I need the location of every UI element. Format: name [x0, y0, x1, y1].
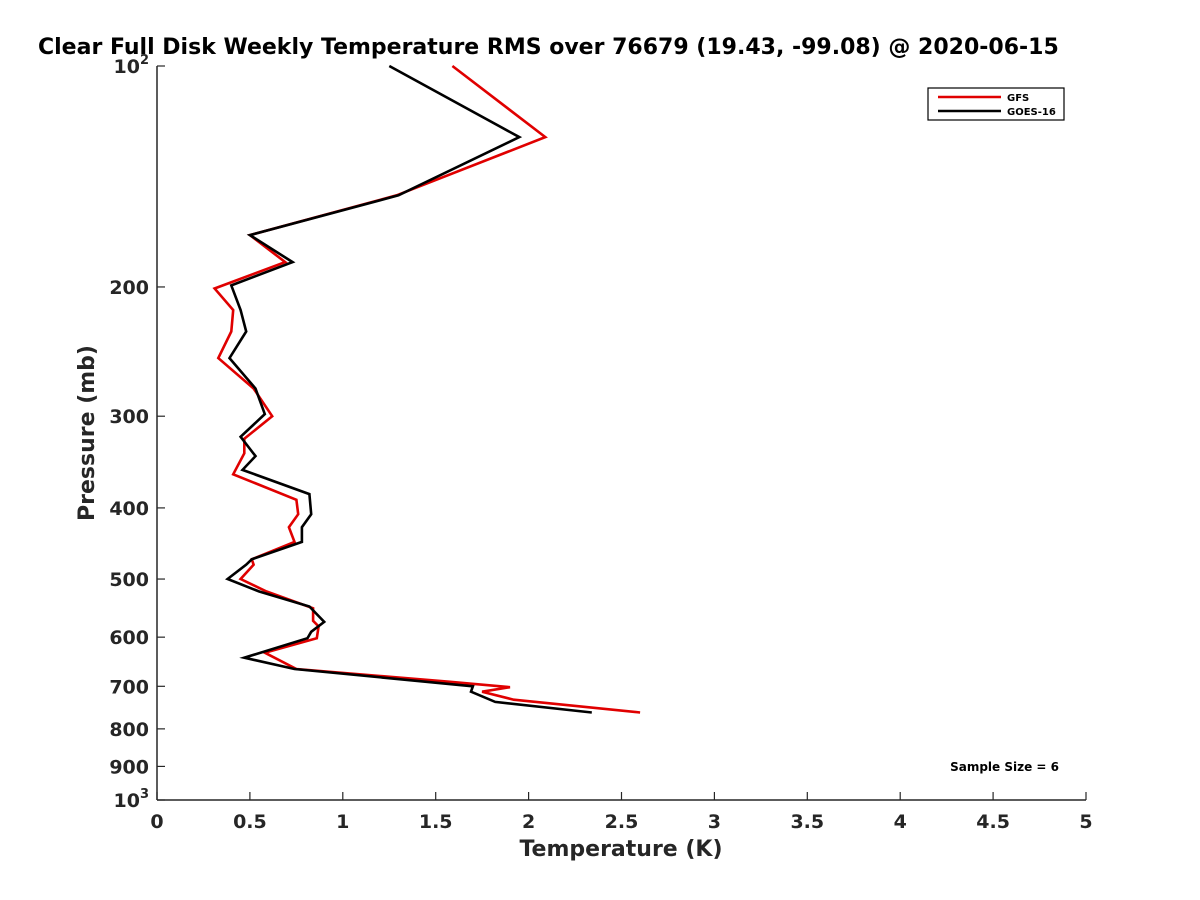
sample-size-annotation: Sample Size = 6 [950, 760, 1059, 774]
y-tick-label-base: 200 [109, 277, 149, 299]
x-tick-label: 4 [894, 811, 907, 833]
y-tick-label-base: 500 [109, 569, 149, 591]
y-tick-label-base: 900 [109, 756, 149, 778]
series-lines [212, 64, 641, 714]
y-tick-label: 400 [109, 498, 149, 520]
y-tick-label-base: 10 [114, 56, 140, 78]
y-tick-label: 700 [109, 676, 149, 698]
x-tick-label: 2 [522, 811, 535, 833]
y-tick-label: 600 [109, 627, 149, 649]
x-axis-ticks: 0 0.5 1 1.5 2 2.5 3 3.5 4 4.5 5 [150, 792, 1093, 833]
y-tick-label: 900 [109, 756, 149, 778]
y-tick-label-base: 300 [109, 406, 149, 428]
legend-box [927, 87, 1065, 121]
x-tick-label: 4.5 [976, 811, 1010, 833]
x-tick-label: 2.5 [605, 811, 639, 833]
x-tick-label: 3 [708, 811, 721, 833]
y-tick-label: 800 [109, 719, 149, 741]
y-tick-label-base: 600 [109, 627, 149, 649]
series-line-goes-16 [224, 64, 592, 714]
legend: GFS GOES-16 [927, 87, 1065, 121]
x-tick-label: 3.5 [790, 811, 824, 833]
x-axis-label: Temperature (K) [519, 837, 722, 862]
y-tick-label-exponent: 3 [140, 787, 149, 802]
x-tick-label: 1 [336, 811, 349, 833]
x-tick-label: 1.5 [419, 811, 453, 833]
plot-area: 0 0.5 1 1.5 2 2.5 3 3.5 4 4.5 5 102200300400500600… [109, 53, 1092, 833]
series-line-gfs [212, 64, 641, 714]
y-tick-label-base: 800 [109, 719, 149, 741]
legend-label-goes-16: GOES-16 [1007, 107, 1056, 118]
y-tick-label-base: 10 [114, 790, 140, 812]
y-tick-label-base: 700 [109, 676, 149, 698]
y-tick-label: 200 [109, 277, 149, 299]
chart-title: Clear Full Disk Weekly Temperature RMS o… [38, 35, 1059, 60]
legend-label-gfs: GFS [1007, 93, 1029, 104]
y-tick-label: 103 [114, 787, 150, 812]
y-tick-label: 300 [109, 406, 149, 428]
x-tick-label: 0 [150, 811, 163, 833]
x-tick-label: 5 [1079, 811, 1092, 833]
y-tick-label: 102 [114, 53, 150, 78]
x-tick-label: 0.5 [233, 811, 267, 833]
y-tick-label: 500 [109, 569, 149, 591]
y-tick-label-base: 400 [109, 498, 149, 520]
y-axis-label: Pressure (mb) [75, 345, 100, 521]
y-tick-label-exponent: 2 [140, 53, 149, 68]
